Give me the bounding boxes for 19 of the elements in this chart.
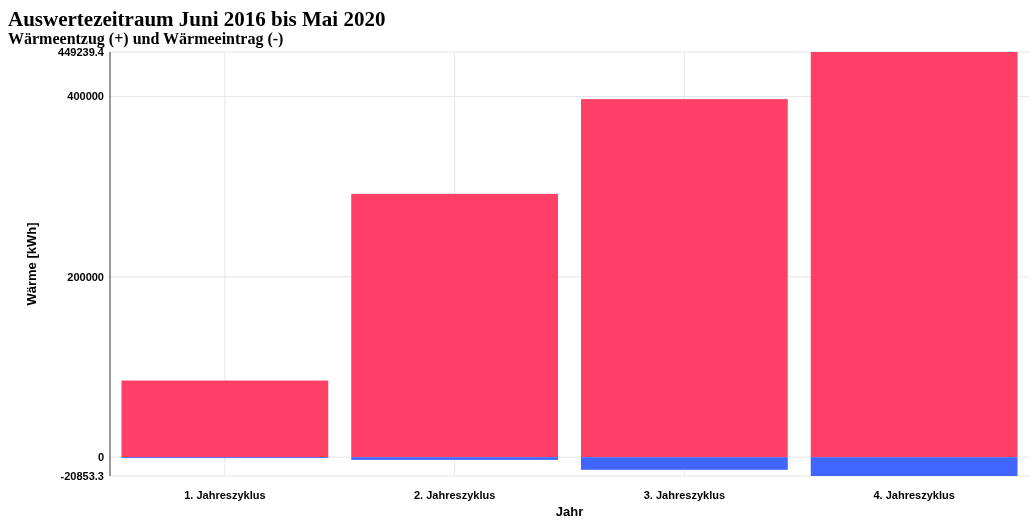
chart-subtitle: Wärmeentzug (+) und Wärmeeintrag (-)	[8, 30, 284, 48]
y-axis-title: Wärme [kWh]	[24, 222, 39, 306]
chart-title: Auswertezeitraum Juni 2016 bis Mai 2020	[8, 7, 386, 31]
bar	[121, 380, 329, 458]
y-tick-label: 0	[97, 451, 104, 464]
bar	[810, 52, 1018, 458]
bar	[351, 193, 559, 458]
x-tick-label: 1. Jahreszyklus	[184, 489, 266, 501]
y-tick-label: 200000	[67, 270, 104, 283]
x-tick-label: 3. Jahreszyklus	[643, 489, 726, 501]
x-tick-label: 2. Jahreszyklus	[413, 489, 496, 501]
y-tick-label: 400000	[67, 90, 104, 103]
y-tick-label: -20853.3	[60, 469, 104, 482]
bar	[580, 99, 788, 458]
bar	[580, 457, 788, 470]
bar	[351, 457, 559, 460]
x-axis-title: Jahr	[555, 504, 584, 519]
bar	[810, 457, 1018, 476]
x-tick-label: 4. Jahreszyklus	[873, 489, 955, 501]
